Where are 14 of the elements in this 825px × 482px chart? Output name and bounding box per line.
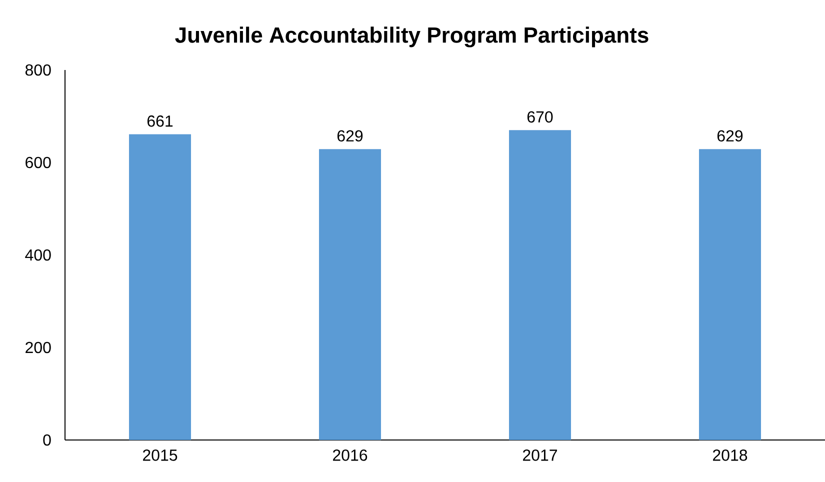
x-tick-label: 2017 <box>523 450 557 461</box>
data-label: 629 <box>717 130 743 142</box>
data-label: 629 <box>337 130 363 142</box>
y-tick-label: 0 <box>43 434 51 446</box>
y-tick-label: 800 <box>25 64 51 76</box>
data-label: 670 <box>527 111 553 123</box>
data-label: 661 <box>147 115 173 127</box>
chart-title: Juvenile Accountability Program Participants <box>175 26 648 48</box>
y-tick-label: 600 <box>26 156 51 168</box>
x-tick-label: 2015 <box>143 450 178 461</box>
x-tick-label: 2018 <box>713 450 748 461</box>
x-tick-label: 2016 <box>333 450 368 461</box>
y-tick-label: 400 <box>25 249 51 261</box>
y-tick-label: 200 <box>26 342 51 354</box>
